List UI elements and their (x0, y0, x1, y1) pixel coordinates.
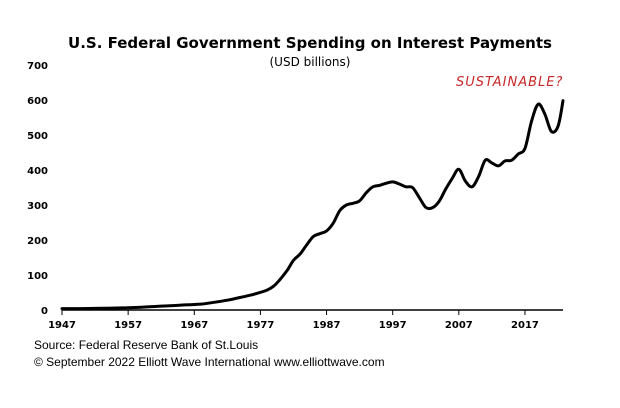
x-tick-label: 1967 (180, 320, 208, 331)
x-tick-label: 1987 (313, 320, 341, 331)
x-tick-label: 1997 (379, 320, 407, 331)
y-tick-label: 100 (27, 271, 48, 282)
y-tick-label: 600 (27, 96, 48, 107)
y-axis: 0 100 200 300 400 500 600 700 (27, 61, 48, 317)
x-tick-label: 1947 (48, 320, 76, 331)
chart-title: U.S. Federal Government Spending on Inte… (68, 34, 552, 52)
x-tick-label: 2007 (445, 320, 473, 331)
x-tick-label: 1977 (246, 320, 274, 331)
y-tick-label: 300 (27, 201, 48, 212)
x-tick-label: 2017 (511, 320, 539, 331)
y-tick-label: 400 (27, 166, 48, 177)
copyright-text: © September 2022 Elliott Wave Internatio… (34, 355, 385, 369)
y-tick-label: 200 (27, 236, 48, 247)
y-tick-label: 700 (27, 61, 48, 72)
x-axis: 1947 1957 1967 1977 1987 1997 2007 2017 (48, 310, 539, 331)
chart-subtitle: (USD billions) (269, 55, 351, 69)
x-tick-label: 1957 (114, 320, 142, 331)
series-line (60, 99, 565, 311)
chart-annotation: SUSTAINABLE? (456, 75, 564, 90)
y-tick-label: 500 (27, 131, 48, 142)
y-tick-label: 0 (41, 306, 48, 317)
source-text: Source: Federal Reserve Bank of St.Louis (34, 338, 259, 352)
